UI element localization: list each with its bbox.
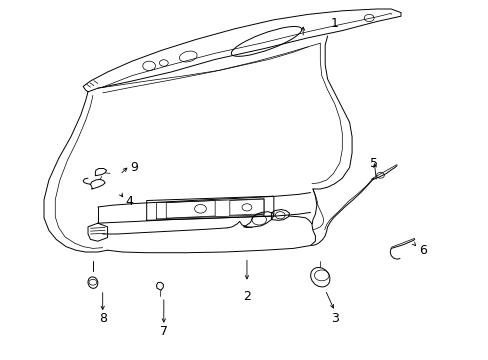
Text: 8: 8 — [99, 312, 106, 325]
Text: 7: 7 — [160, 325, 167, 338]
Text: 5: 5 — [369, 157, 377, 170]
Text: 9: 9 — [130, 161, 138, 174]
Text: 1: 1 — [330, 17, 338, 30]
Text: 6: 6 — [418, 244, 426, 257]
Text: 2: 2 — [243, 291, 250, 303]
Text: 3: 3 — [330, 312, 338, 325]
Text: 4: 4 — [125, 195, 133, 208]
